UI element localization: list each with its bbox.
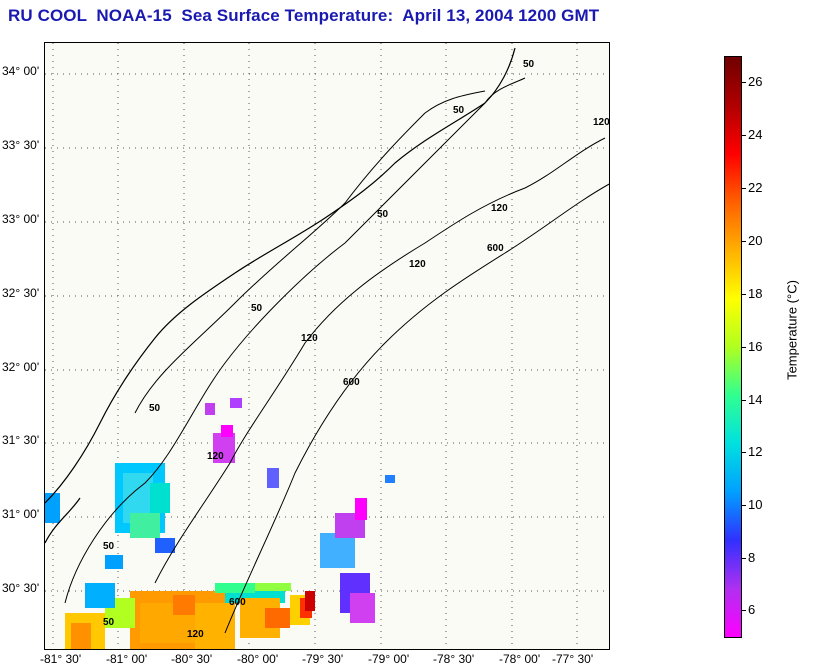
colorbar-tick-label: 26	[748, 74, 763, 89]
colorbar-tick-label: 18	[748, 286, 763, 301]
contour-label: 50	[523, 59, 535, 70]
colorbar-tick-label: 8	[748, 550, 756, 565]
colorbar-tick	[742, 82, 746, 83]
colorbar-tick	[742, 452, 746, 453]
colorbar-tick	[742, 400, 746, 401]
lat-tick-label: 31° 00'	[2, 507, 40, 521]
contour-labels: 50 50 50 50 50 50 50 120 120 120 120 120…	[103, 59, 610, 640]
contour-label: 50	[453, 105, 465, 116]
colorbar-tick-label: 22	[748, 180, 763, 195]
colorbar-tick	[742, 241, 746, 242]
colorbar-title: Temperature (°C)	[784, 280, 800, 380]
lat-tick-label: 32° 00'	[2, 360, 40, 374]
map-title: RU COOL NOAA-15 Sea Surface Temperature:…	[8, 6, 600, 25]
contour-label: 50	[149, 403, 161, 414]
lon-tick-label: -80° 00'	[237, 652, 279, 666]
lon-tick-label: -81° 30'	[40, 652, 82, 666]
lat-tick-label: 33° 30'	[2, 138, 40, 152]
colorbar-tick-label: 10	[748, 497, 763, 512]
graticule	[45, 43, 609, 649]
contour-label: 120	[207, 451, 224, 462]
colorbar-tick-label: 24	[748, 127, 763, 142]
lat-tick-label: 32° 30'	[2, 286, 40, 300]
colorbar-tick	[742, 558, 746, 559]
lon-tick-label: -79° 00'	[368, 652, 410, 666]
colorbar-tick-label: 14	[748, 392, 763, 407]
map-canvas: 50 50 50 50 50 50 50 120 120 120 120 120…	[45, 43, 610, 649]
contour-label: 600	[487, 243, 504, 254]
contour-label: 120	[593, 117, 610, 128]
colorbar-tick-label: 20	[748, 233, 763, 248]
contour-label: 120	[491, 203, 508, 214]
isobaths	[64, 77, 609, 634]
contour-label: 120	[409, 259, 426, 270]
lat-tick-label: 34° 00'	[2, 64, 40, 78]
colorbar-tick	[742, 135, 746, 136]
lon-tick-label: -79° 30'	[302, 652, 344, 666]
lon-tick-label: -78° 30'	[433, 652, 475, 666]
contour-label: 120	[187, 629, 204, 640]
contour-label: 50	[251, 303, 263, 314]
colorbar-tick-label: 16	[748, 339, 763, 354]
colorbar-tick	[742, 505, 746, 506]
contour-label: 600	[229, 597, 246, 608]
colorbar-tick-label: 6	[748, 602, 756, 617]
contour-label: 120	[301, 333, 318, 344]
lon-tick-label: -78° 00'	[499, 652, 541, 666]
contour-label: 50	[377, 209, 389, 220]
colorbar-tick-label: 12	[748, 444, 763, 459]
colorbar-tick	[742, 294, 746, 295]
lat-tick-label: 33° 00'	[2, 212, 40, 226]
contour-label: 50	[103, 617, 115, 628]
lat-tick-label: 31° 30'	[2, 433, 40, 447]
temperature-colorbar	[724, 56, 742, 638]
contour-label: 50	[103, 541, 115, 552]
lon-tick-label: -81° 00'	[106, 652, 148, 666]
contour-label: 600	[343, 377, 360, 388]
lon-tick-label: -77° 30'	[552, 652, 594, 666]
lat-tick-label: 30° 30'	[2, 581, 40, 595]
lon-tick-label: -80° 30'	[171, 652, 213, 666]
sst-data	[45, 398, 395, 649]
colorbar-tick	[742, 347, 746, 348]
colorbar-tick	[742, 610, 746, 611]
colorbar-tick	[742, 188, 746, 189]
coastline	[45, 47, 516, 544]
sst-map: 50 50 50 50 50 50 50 120 120 120 120 120…	[44, 42, 610, 650]
